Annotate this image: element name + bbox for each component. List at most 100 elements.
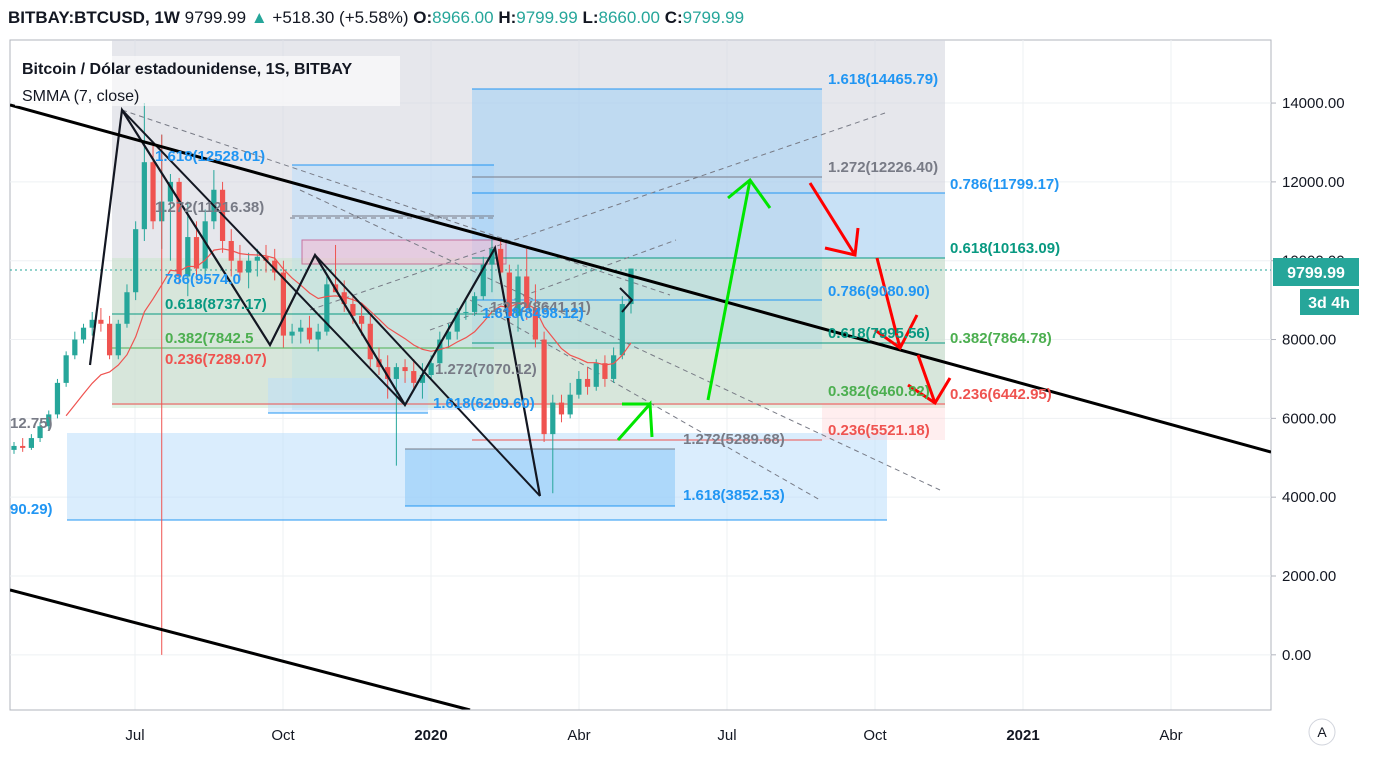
time-scale[interactable]: Jul Oct 2020 Abr Jul Oct 2021 Abr	[125, 727, 1182, 744]
legend-indicator[interactable]: SMMA (7, close)	[22, 88, 139, 105]
candle	[280, 260, 287, 348]
candle-body	[515, 276, 521, 316]
candle	[150, 142, 156, 230]
candle-body	[167, 181, 174, 202]
candle	[46, 410, 52, 431]
candle	[411, 359, 417, 391]
candle-body	[445, 331, 452, 340]
candle-body	[324, 284, 330, 332]
candle	[541, 331, 547, 442]
auto-scale-button-label[interactable]: A	[1317, 724, 1327, 740]
candle-body	[185, 237, 191, 277]
fib-label-partial: 1.618(8498.12)	[482, 305, 584, 322]
candle	[89, 311, 95, 336]
candle	[576, 371, 582, 399]
candle-body	[593, 363, 599, 387]
candle	[63, 351, 69, 387]
countdown-badge-bg	[1300, 289, 1359, 315]
fib-label: 1.618(14465.79)	[828, 71, 938, 88]
up-arrow-icon: ▲	[250, 8, 268, 27]
y-tick-label: 0.00	[1282, 647, 1311, 664]
candle	[524, 248, 530, 320]
candle-body	[419, 375, 426, 383]
fib-lines	[67, 88, 945, 521]
x-tick-label: Jul	[717, 727, 736, 744]
candle-body	[46, 414, 52, 427]
candle	[602, 355, 608, 387]
candle	[567, 382, 573, 419]
pattern-tail	[619, 287, 634, 313]
candle	[619, 296, 625, 360]
candle	[80, 323, 87, 344]
candle	[246, 252, 252, 289]
candle-body	[254, 256, 260, 261]
candle	[272, 248, 278, 281]
auto-scale-button-circle[interactable]	[1308, 718, 1336, 746]
symbol-header: BITBAY:BTCUSD, 1W 9799.99 ▲ +518.30 (+5.…	[8, 8, 744, 30]
candle	[193, 221, 200, 281]
candle	[515, 264, 521, 332]
fib-label-partial: 90.29)	[10, 501, 53, 518]
candle-body	[115, 323, 121, 356]
candle-body	[584, 378, 591, 387]
legend-bg	[15, 56, 400, 106]
candle-body	[176, 181, 182, 277]
x-tick-label: Oct	[863, 727, 887, 744]
fib-label: 0.786(11799.17)	[950, 176, 1059, 193]
dashed-line	[429, 239, 677, 331]
candle-body	[524, 276, 530, 308]
dashed-line	[309, 112, 886, 311]
candle-body	[193, 237, 200, 269]
candle	[20, 438, 26, 452]
fib-label: 1.272(11216.38)	[155, 199, 264, 216]
candle-body	[272, 260, 278, 273]
price-scale[interactable]: 14000.0012000.0010000.008000.006000.0040…	[1271, 95, 1345, 664]
candle-body	[628, 268, 634, 305]
candle-body	[80, 327, 87, 340]
candle-body	[611, 355, 617, 379]
candle	[550, 394, 556, 494]
high-label: H:	[498, 8, 517, 27]
candle-body	[471, 296, 478, 312]
arrow-red-2-head	[874, 314, 919, 351]
fib-label: 0.382(7864.78)	[950, 330, 1052, 347]
candle-body	[576, 378, 582, 395]
candle	[506, 264, 512, 324]
candle-body	[289, 331, 295, 336]
y-tick-label: 14000.00	[1282, 95, 1345, 112]
candle	[11, 442, 17, 454]
fib-label-partial: 0.382(6460.82)	[828, 383, 930, 400]
y-tick-label: 4000.00	[1282, 489, 1336, 506]
x-tick-label: Abr	[1159, 727, 1182, 744]
candle-body	[63, 355, 69, 383]
close-value: 9799.99	[682, 8, 745, 27]
close-label: C:	[664, 8, 683, 27]
candle	[558, 394, 565, 423]
candle-body	[602, 363, 608, 379]
fib-label: 1.618(12528.01)	[155, 148, 265, 165]
candle	[306, 315, 313, 344]
arrow-red-3	[916, 354, 937, 404]
fib-zone-pink	[301, 239, 507, 265]
candle	[463, 300, 469, 320]
candle	[176, 177, 182, 285]
candle	[611, 347, 617, 383]
candle	[72, 331, 78, 360]
candle	[289, 323, 295, 344]
candle-body	[541, 339, 547, 435]
auto-scale-button[interactable]: A	[1308, 718, 1336, 746]
candle-body	[54, 382, 61, 415]
candle-body	[480, 264, 486, 297]
fib-zone-lower-blue-2	[405, 449, 675, 506]
low-value: 8660.00	[598, 8, 660, 27]
fib-label: 1.272(5289.68)	[683, 431, 785, 448]
last-price-badge-text: 9799.99	[1287, 265, 1345, 282]
x-tick-label: Abr	[567, 727, 590, 744]
candle	[402, 359, 408, 383]
last-price-badge-bg	[1273, 258, 1359, 286]
candle-body	[89, 319, 95, 328]
candle	[324, 276, 330, 336]
fib-label: 0.618(10163.09)	[950, 240, 1060, 257]
candle	[471, 292, 478, 316]
